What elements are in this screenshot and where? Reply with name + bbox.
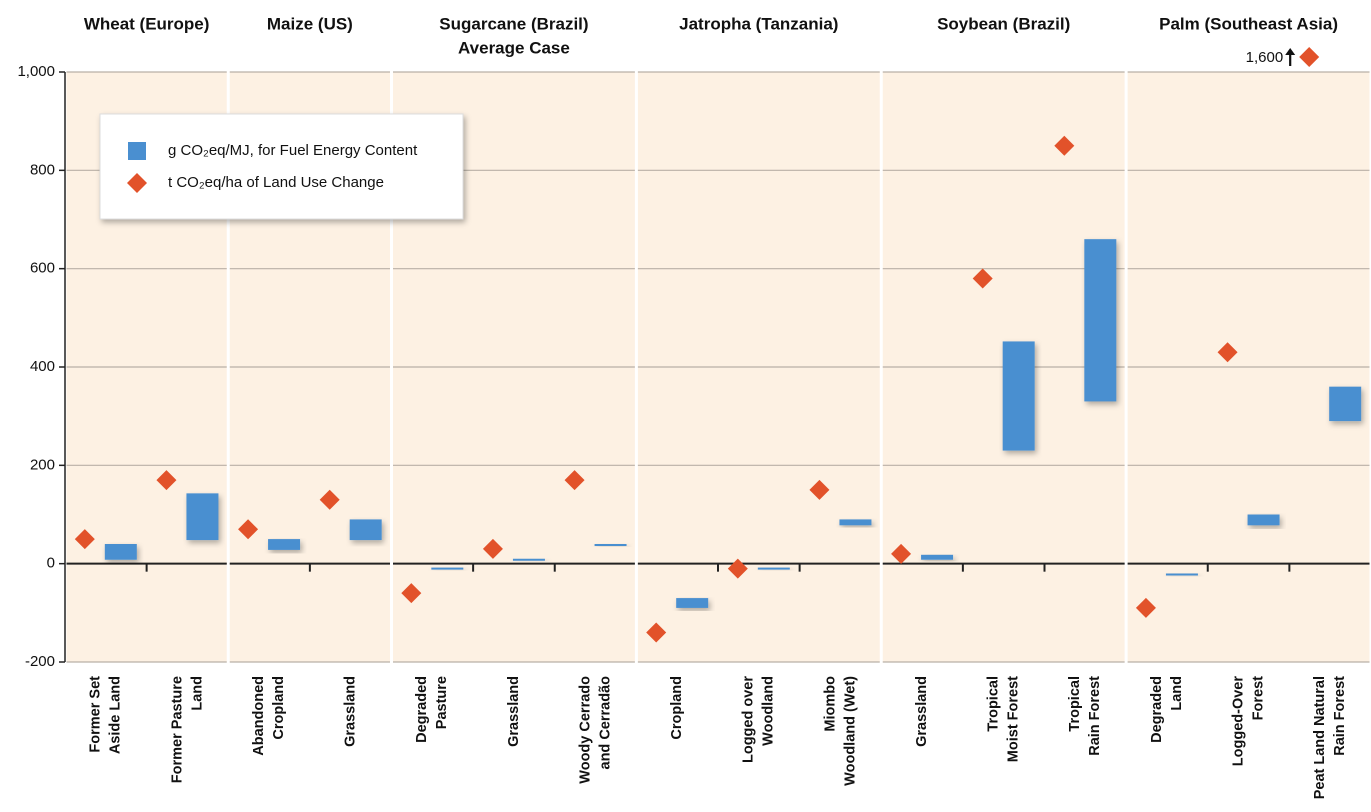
- land-diamond: [891, 543, 912, 564]
- land-diamond: [809, 479, 830, 500]
- category-label: Degraded: [1149, 676, 1165, 743]
- category-label: Forest: [1250, 676, 1266, 720]
- fuel-bar: [431, 567, 464, 570]
- panel-title: Soybean (Brazil): [937, 14, 1070, 33]
- fuel-bar: [349, 519, 382, 541]
- category-label: Woody Cerrado: [577, 676, 593, 784]
- panel-title: Maize (US): [267, 14, 353, 33]
- category-label: Tropical: [1067, 676, 1083, 732]
- panel-title: Sugarcane (Brazil): [439, 14, 588, 33]
- y-tick-label: 800: [30, 161, 55, 178]
- y-tick-label: -200: [25, 653, 55, 670]
- legend-swatch: [128, 142, 146, 160]
- land-diamond: [1054, 135, 1075, 156]
- land-diamond: [1299, 47, 1320, 67]
- category-label: Rain Forest: [1087, 676, 1103, 756]
- legend-diamond: [127, 173, 147, 193]
- category-label: Logged over: [741, 676, 757, 763]
- y-tick-label: 600: [30, 260, 55, 277]
- y-tick-label: 400: [30, 358, 55, 375]
- fuel-bar: [1084, 239, 1117, 402]
- fuel-bar: [1165, 573, 1198, 576]
- land-diamond: [1217, 342, 1238, 363]
- category-label: Land: [1169, 676, 1185, 711]
- fuel-bar: [839, 519, 872, 526]
- land-diamond: [156, 470, 177, 491]
- panel-title: Jatropha (Tanzania): [679, 14, 838, 33]
- category-label: Tropical: [986, 676, 1002, 732]
- panel-title: Palm (Southeast Asia): [1159, 14, 1338, 33]
- off-scale-arrow-head: [1285, 48, 1296, 55]
- fuel-bar: [1002, 341, 1035, 451]
- legend-label: t CO₂eq/ha of Land Use Change: [168, 174, 384, 191]
- category-label: Abandoned: [251, 676, 267, 756]
- land-diamond: [564, 470, 585, 491]
- off-scale-label: 1,600: [1246, 49, 1284, 66]
- category-label: Woodland: [761, 676, 777, 746]
- fuel-bar: [186, 493, 219, 541]
- category-label: Grassland: [506, 676, 522, 747]
- land-diamond: [646, 622, 667, 643]
- land-diamond: [972, 268, 993, 289]
- category-label: and Cerradão: [597, 676, 613, 770]
- land-diamond: [238, 519, 259, 540]
- y-tick-label: 200: [30, 456, 55, 473]
- land-diamond: [74, 529, 95, 550]
- fuel-bar: [512, 558, 545, 561]
- panel-title: Average Case: [458, 38, 570, 57]
- fuel-bar: [104, 544, 137, 560]
- category-label: Aside Land: [108, 676, 124, 754]
- category-label: Cropland: [669, 676, 685, 740]
- y-tick-label: 0: [47, 555, 55, 572]
- category-label: Degraded: [414, 676, 430, 743]
- category-label: Pasture: [434, 676, 450, 729]
- fuel-bar: [921, 554, 954, 560]
- fuel-bar: [676, 598, 709, 608]
- category-label: Former Set: [88, 676, 104, 753]
- fuel-bar: [268, 539, 301, 550]
- category-label: Cropland: [271, 676, 287, 740]
- land-diamond: [1135, 597, 1156, 618]
- category-label: Land: [189, 676, 205, 711]
- category-label: Moist Forest: [1006, 676, 1022, 762]
- fuel-bar: [1329, 386, 1362, 422]
- category-label: Miombo: [822, 676, 838, 732]
- category-label: Grassland: [914, 676, 930, 747]
- category-label: Woodland (Wet): [842, 676, 858, 786]
- fuel-bar: [594, 544, 627, 546]
- land-diamond: [319, 489, 340, 510]
- category-label: Peat Land Natural: [1312, 676, 1328, 799]
- legend-label: g CO₂eq/MJ, for Fuel Energy Content: [168, 142, 418, 159]
- category-label: Grassland: [343, 676, 359, 747]
- panel-title: Wheat (Europe): [84, 14, 210, 33]
- fuel-bar: [757, 567, 790, 570]
- plot: -200 0 200 400 600 800 1,000 Wheat (Europe) Form…: [17, 14, 1370, 799]
- land-diamond: [727, 558, 748, 579]
- land-diamond: [482, 538, 503, 559]
- land-diamond: [401, 583, 422, 604]
- y-tick-label: 1,000: [17, 63, 55, 80]
- legend-box: [99, 113, 464, 220]
- category-label: Logged-Over: [1230, 676, 1246, 767]
- fuel-bar: [1247, 514, 1280, 526]
- category-label: Former Pasture: [169, 676, 185, 783]
- category-label: Rain Forest: [1332, 676, 1348, 756]
